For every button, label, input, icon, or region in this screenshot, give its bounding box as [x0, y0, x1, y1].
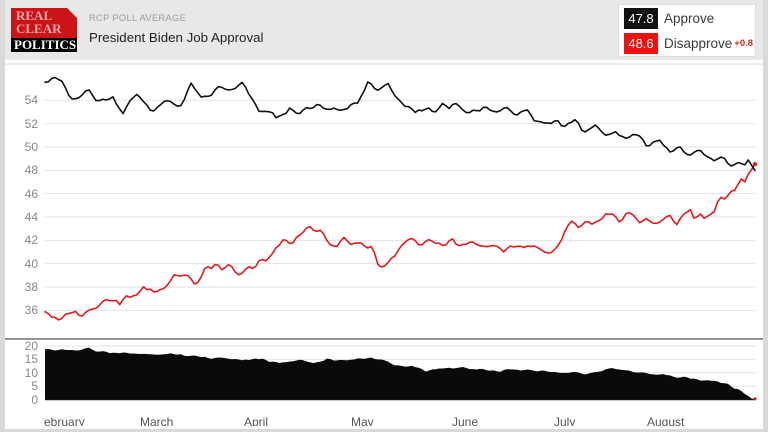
svg-text:POLITICS: POLITICS: [14, 37, 76, 52]
svg-text:CLEAR: CLEAR: [16, 21, 62, 36]
